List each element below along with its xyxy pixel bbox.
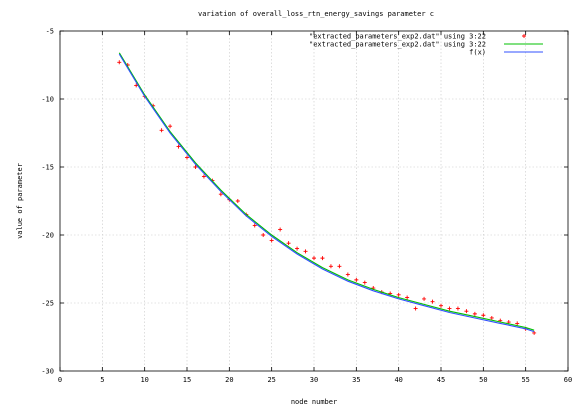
data-point: [396, 292, 401, 297]
x-tick-label: 25: [267, 376, 275, 384]
data-point: [345, 272, 350, 277]
data-point: [235, 199, 240, 203]
x-axis-label: node number: [291, 398, 337, 406]
series-line-2: [118, 53, 535, 333]
data-point: [201, 174, 206, 179]
x-tick-label: 60: [564, 376, 572, 384]
series-line-1: [118, 52, 535, 331]
data-point: [464, 309, 469, 314]
data-point: [455, 306, 460, 311]
x-tick-label: 40: [394, 376, 402, 384]
data-point: [532, 330, 537, 335]
data-point: [159, 128, 164, 133]
data-point: [252, 223, 257, 228]
data-point: [447, 306, 452, 311]
data-point: [185, 155, 189, 160]
data-point: [328, 264, 333, 269]
data-point: [176, 144, 181, 149]
data-point: [218, 192, 223, 197]
x-tick-label: 10: [140, 376, 148, 384]
x-tick-label: 30: [310, 376, 318, 384]
plot-frame: [59, 30, 569, 372]
data-point: [261, 233, 266, 237]
data-point: [515, 321, 520, 326]
y-tick-label: -15: [41, 164, 54, 172]
y-tick-label: -10: [41, 96, 54, 104]
x-tick-label: 55: [521, 376, 529, 384]
y-tick-label: -30: [41, 368, 54, 376]
data-point: [320, 256, 325, 261]
data-point: [269, 238, 274, 243]
data-point: [312, 256, 316, 261]
x-tick-label: 0: [58, 376, 62, 384]
y-tick-label: -5: [46, 28, 54, 36]
data-point: [430, 299, 435, 304]
data-point: [489, 315, 494, 320]
data-point: [295, 246, 300, 251]
legend-label: f(x): [469, 49, 486, 57]
data-point: [278, 227, 283, 232]
y-tick-label: -25: [41, 300, 54, 308]
data-point: [286, 241, 291, 246]
y-tick-label: -20: [41, 232, 54, 240]
data-point: [362, 280, 367, 285]
data-point: [117, 60, 122, 65]
x-tick-label: 20: [225, 376, 233, 384]
legend: "extracted_parameters_exp2.dat" using 3:…: [309, 33, 543, 57]
chart-title: variation of overall_loss_rtn_energy_sav…: [198, 10, 434, 18]
plot-series: [117, 52, 537, 335]
x-tick-label: 15: [183, 376, 191, 384]
data-point: [439, 303, 443, 308]
data-point: [472, 311, 477, 316]
axes: 0 5 10 15 20 25 30 35 40 45 50 55 60 -5 -10 -15 -20 -25 -3…: [41, 28, 572, 385]
data-point: [193, 165, 198, 169]
grid: [60, 31, 568, 371]
x-tick-label: 35: [352, 376, 360, 384]
x-tick-label: 45: [437, 376, 445, 384]
y-axis-label: value of parameter: [16, 163, 24, 239]
data-point: [481, 313, 486, 318]
legend-label: "extracted_parameters_exp2.dat" using 3:…: [309, 33, 486, 41]
data-point: [413, 306, 418, 311]
data-point: [303, 249, 308, 254]
x-tick-label: 5: [100, 376, 104, 384]
data-point: [354, 277, 359, 282]
data-point: [405, 295, 410, 300]
data-point: [422, 296, 427, 301]
data-point: [168, 124, 173, 129]
x-tick-label: 50: [479, 376, 487, 384]
legend-label: "extracted_parameters_exp2.dat" using 3:…: [309, 41, 486, 49]
data-point: [337, 264, 342, 269]
legend-marker: [522, 34, 526, 38]
